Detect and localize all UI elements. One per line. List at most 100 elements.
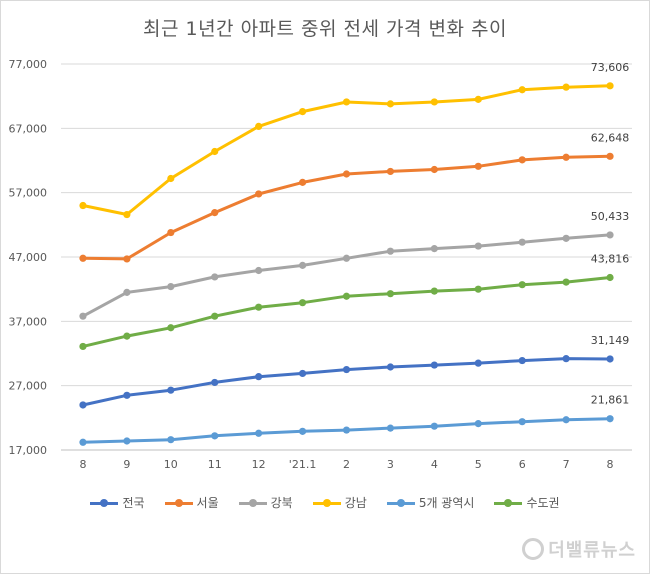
data-point [562,234,570,242]
data-point [474,359,482,367]
data-point [123,210,131,219]
data-point [167,436,175,444]
data-point [518,86,526,94]
data-point [255,303,263,311]
x-tick-label: 11 [208,458,222,471]
y-tick-label: 37,000 [9,315,48,328]
x-tick-label: 3 [387,458,394,471]
data-point [211,378,219,387]
data-point [211,312,219,320]
data-point [386,100,395,108]
data-point [255,373,263,381]
data-point [79,254,87,262]
data-point [167,282,175,291]
data-point [386,247,395,255]
x-tick-label: 2 [343,458,350,471]
y-tick-label: 17,000 [9,444,48,457]
data-label: 50,433 [591,210,630,223]
data-point [430,422,438,430]
data-label: 73,606 [591,61,630,74]
legend-marker [312,498,341,508]
data-point [430,165,438,174]
data-point [255,429,263,437]
data-label: 62,648 [591,131,630,144]
data-point [167,174,175,183]
data-point [430,361,438,369]
series-line [81,357,612,407]
data-point [562,83,570,91]
legend-label: 전국 [122,496,145,510]
data-point [79,342,87,351]
data-point [211,273,219,281]
data-point [342,365,351,374]
data-point [167,228,175,237]
legend-item: 강남 [312,494,367,511]
data-point [79,438,87,446]
data-point [518,281,526,289]
x-tick-label: '21.1 [289,458,317,471]
data-label: 21,861 [591,394,630,407]
x-tick-label: 9 [123,458,130,471]
legend-marker [90,498,119,508]
data-point [386,363,395,371]
data-point [211,432,219,440]
data-point [123,332,131,340]
y-tick-label: 77,000 [9,58,48,71]
data-point [211,147,219,156]
legend-item: 전국 [90,494,145,511]
data-point [474,285,482,293]
data-point [518,156,526,164]
data-point [123,288,131,296]
data-point [123,437,131,445]
data-point [123,391,131,399]
series-line [81,233,612,318]
data-point [342,170,351,178]
x-tick-label: 7 [563,458,570,471]
legend-item: 5개 광역시 [386,494,475,511]
x-tick-label: 5 [475,458,482,471]
data-point [342,426,351,434]
data-point [430,245,438,253]
x-tick-label: 4 [431,458,438,471]
data-point [123,255,131,263]
legend-marker [494,498,523,508]
legend-item: 수도권 [494,494,560,511]
x-tick-label: 8 [79,458,86,471]
chart-title: 최근 1년간 아파트 중위 전세 가격 변화 추이 [142,18,508,40]
data-point [298,178,307,186]
data-point [518,238,526,246]
data-point [255,266,263,275]
data-point [474,420,482,428]
legend-marker [386,498,415,508]
watermark: 더밸류뉴스 [522,536,636,562]
data-point [255,190,263,198]
legend-label: 5개 광역시 [418,496,475,510]
data-point [518,356,526,365]
legend-label: 강북 [270,496,293,510]
data-point [79,401,87,409]
data-point [298,299,307,307]
data-label: 43,816 [591,252,630,265]
x-tick-label: 8 [607,458,614,471]
y-tick-label: 57,000 [9,187,48,200]
legend-marker [164,498,193,508]
x-tick-label: 12 [252,458,266,471]
data-point [211,209,219,217]
watermark-text: 더밸류뉴스 [548,540,636,561]
data-point [167,386,175,394]
data-point [298,261,307,269]
data-point [474,162,482,170]
chart-legend: 전국 서울 강북 강남 5개 광역시 수도권 [0,494,650,511]
data-point [298,108,307,116]
data-point [606,355,614,363]
data-point [386,167,395,176]
y-tick-label: 67,000 [9,122,48,135]
data-point [298,369,307,378]
x-tick-label: 10 [164,458,178,471]
data-point [430,98,438,106]
data-point [562,355,570,363]
data-point [562,278,570,286]
brand-logo-icon [522,538,545,560]
data-point [562,153,570,161]
